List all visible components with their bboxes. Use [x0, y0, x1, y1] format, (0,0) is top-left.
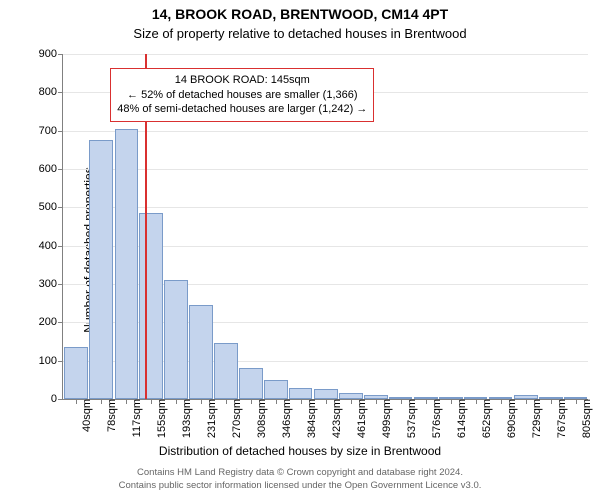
chart-subtitle: Size of property relative to detached ho…	[0, 26, 600, 41]
histogram-bar	[139, 213, 163, 399]
attribution: Contains HM Land Registry data © Crown c…	[0, 467, 600, 492]
annotation-line: ← 52% of detached houses are smaller (1,…	[117, 88, 367, 103]
histogram-bar	[164, 280, 188, 399]
x-axis-label: Distribution of detached houses by size …	[0, 444, 600, 458]
chart-container: 14, BROOK ROAD, BRENTWOOD, CM14 4PT Size…	[0, 0, 600, 500]
gridline	[63, 169, 588, 170]
ytick-label: 500	[39, 201, 63, 213]
ytick-label: 900	[39, 48, 63, 60]
histogram-bar	[64, 347, 88, 399]
attribution-line-2: Contains public sector information licen…	[119, 480, 482, 491]
annotation-box: 14 BROOK ROAD: 145sqm← 52% of detached h…	[110, 68, 374, 123]
histogram-bar	[314, 389, 338, 399]
ytick-label: 700	[39, 125, 63, 137]
chart-title: 14, BROOK ROAD, BRENTWOOD, CM14 4PT	[0, 6, 600, 22]
gridline	[63, 131, 588, 132]
annotation-line: 14 BROOK ROAD: 145sqm	[117, 73, 367, 88]
attribution-line-1: Contains HM Land Registry data © Crown c…	[137, 467, 463, 478]
ytick-label: 600	[39, 163, 63, 175]
gridline	[63, 54, 588, 55]
plot-area: 010020030040050060070080090040sqm78sqm11…	[62, 54, 588, 400]
histogram-bar	[239, 368, 263, 399]
xtick-label: 805sqm	[559, 399, 593, 438]
annotation-line: 48% of semi-detached houses are larger (…	[117, 102, 367, 117]
ytick-label: 800	[39, 86, 63, 98]
histogram-bar	[89, 140, 113, 399]
ytick-label: 400	[39, 240, 63, 252]
ytick-label: 300	[39, 278, 63, 290]
gridline	[63, 207, 588, 208]
ytick-label: 200	[39, 316, 63, 328]
histogram-bar	[189, 305, 213, 399]
histogram-bar	[115, 129, 139, 399]
ytick-label: 100	[39, 355, 63, 367]
histogram-bar	[214, 343, 238, 399]
histogram-bar	[289, 388, 313, 400]
histogram-bar	[264, 380, 288, 399]
